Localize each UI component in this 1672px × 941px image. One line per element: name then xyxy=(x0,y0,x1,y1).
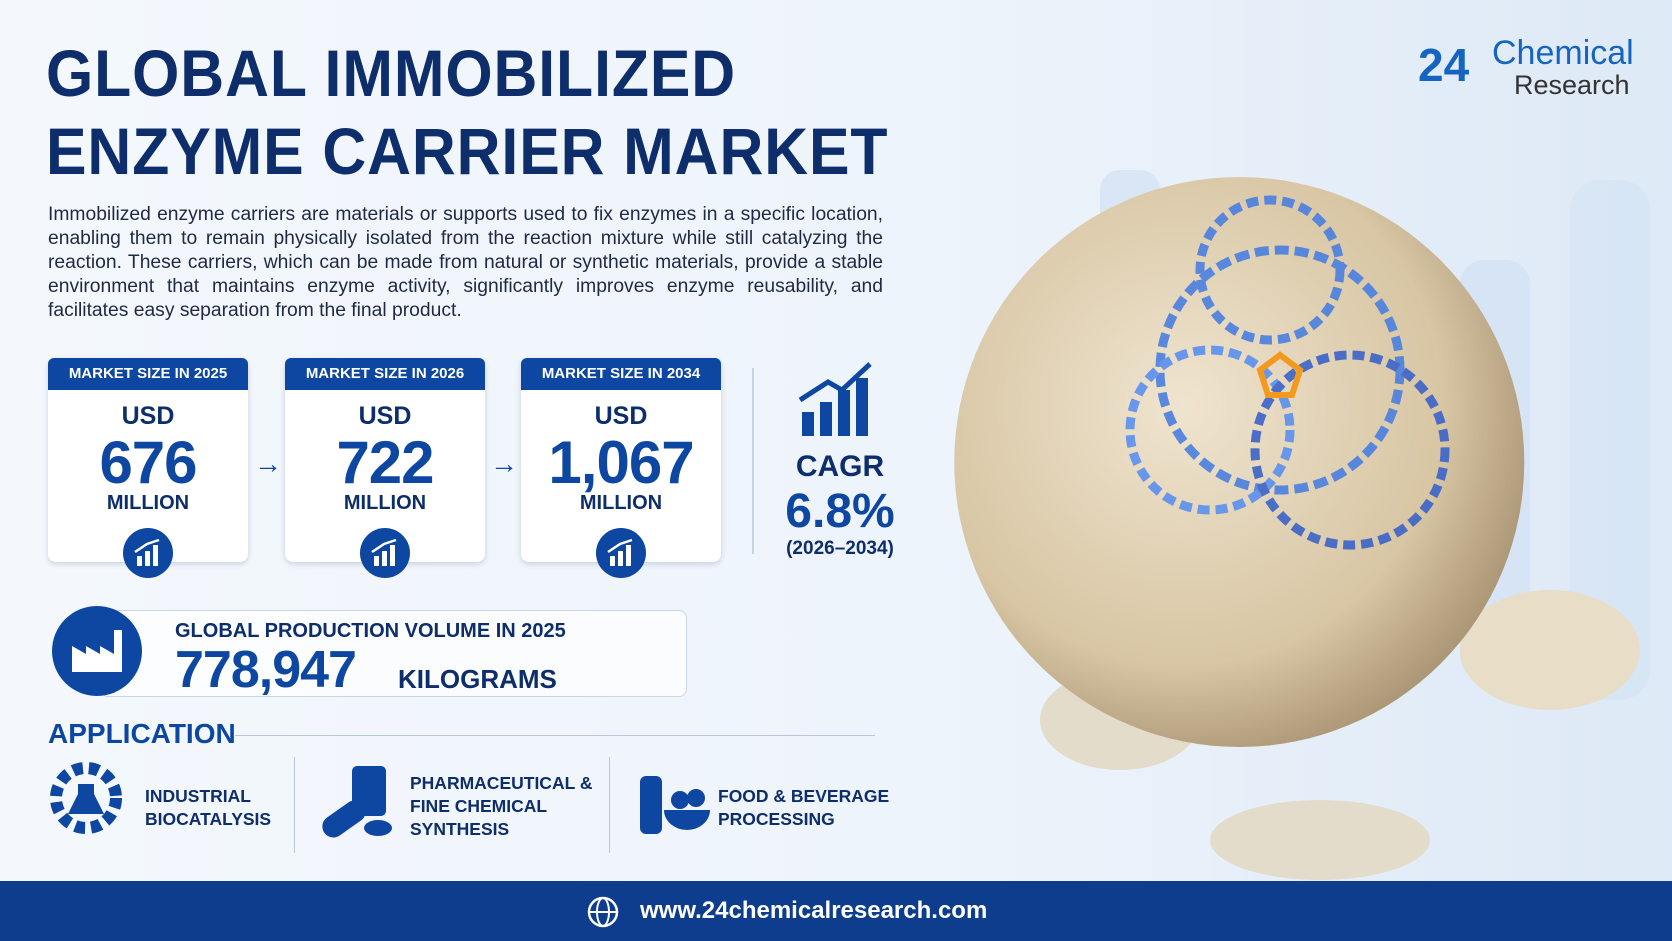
logo-text: Research xyxy=(1514,70,1630,100)
application-line: FINE CHEMICAL xyxy=(410,796,548,816)
card-value: 722 xyxy=(336,429,434,496)
application-line: INDUSTRIAL xyxy=(145,786,251,806)
divider xyxy=(294,757,295,853)
application-item: PHARMACEUTICAL & FINE CHEMICAL SYNTHESIS xyxy=(410,772,592,841)
divider xyxy=(609,757,610,853)
hero-illustration xyxy=(954,170,1650,880)
arrow: → xyxy=(254,448,282,479)
chart-glyph xyxy=(134,538,160,566)
card-unit: MILLION xyxy=(579,492,663,514)
application-line: PROCESSING xyxy=(718,809,835,829)
chart-glyph xyxy=(607,538,633,566)
cagr-period: (2026–2034) xyxy=(786,538,894,559)
production-label: GLOBAL PRODUCTION VOLUME IN 2025 xyxy=(175,620,566,642)
chart-icon xyxy=(596,528,646,578)
application-item: INDUSTRIAL BIOCATALYSIS xyxy=(145,785,271,831)
gear-icon xyxy=(50,762,122,834)
card-value: 1,067 xyxy=(548,429,694,496)
market-card: MARKET SIZE IN 2026 USD 722 MILLION xyxy=(285,358,485,578)
footer: www.24chemicalresearch.com xyxy=(0,881,1672,941)
card-label: MARKET SIZE IN 2026 xyxy=(285,358,485,390)
factory-glyph xyxy=(72,630,122,672)
title-line: GLOBAL IMMOBILIZED xyxy=(46,36,737,110)
card-currency: USD xyxy=(358,402,412,430)
card-currency: USD xyxy=(121,402,175,430)
production-value: 778,947 xyxy=(175,641,357,699)
footer-url: www.24chemicalresearch.com xyxy=(640,897,988,924)
application-line: SYNTHESIS xyxy=(410,819,510,839)
application-line: FOOD & BEVERAGE xyxy=(718,786,890,806)
arrow: → xyxy=(490,448,518,479)
card-label: MARKET SIZE IN 2025 xyxy=(48,358,248,390)
production-unit: KILOGRAMS xyxy=(398,664,557,694)
card-currency: USD xyxy=(594,402,648,430)
heading-rule xyxy=(235,735,875,736)
growth-icon xyxy=(798,362,872,436)
application-line: BIOCATALYSIS xyxy=(145,809,272,829)
logo-text: Chemical xyxy=(1492,34,1634,72)
application-line: PHARMACEUTICAL & xyxy=(410,773,593,793)
chart-icon xyxy=(360,528,410,578)
factory-icon xyxy=(52,606,142,696)
cagr-value: 6.8% xyxy=(785,485,895,538)
chart-glyph xyxy=(371,538,397,566)
chart-icon xyxy=(123,528,173,578)
card-value: 676 xyxy=(99,429,197,496)
divider xyxy=(752,368,754,554)
cagr-label: CAGR xyxy=(795,450,885,483)
card-label: MARKET SIZE IN 2034 xyxy=(521,358,721,390)
market-card: MARKET SIZE IN 2034 USD 1,067 MILLION xyxy=(521,358,721,578)
logo: 24 Chemical Research xyxy=(1418,30,1658,110)
food-icon xyxy=(640,776,710,834)
application-item: FOOD & BEVERAGE PROCESSING xyxy=(718,785,889,831)
application-heading: APPLICATION xyxy=(48,718,236,749)
globe-icon xyxy=(587,896,619,928)
card-unit: MILLION xyxy=(106,492,190,514)
card-unit: MILLION xyxy=(343,492,427,514)
production-box xyxy=(100,610,687,697)
description: Immobilized enzyme carriers are material… xyxy=(48,204,883,321)
logo-number: 24 xyxy=(1418,39,1470,91)
title-line: ENZYME CARRIER MARKET xyxy=(46,114,889,188)
pill-icon xyxy=(322,766,392,838)
market-card: MARKET SIZE IN 2025 USD 676 MILLION xyxy=(48,358,248,578)
